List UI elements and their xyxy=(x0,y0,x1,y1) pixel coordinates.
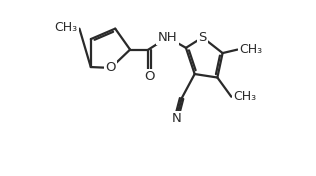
Text: O: O xyxy=(106,61,116,74)
Text: CH₃: CH₃ xyxy=(239,43,262,56)
Text: O: O xyxy=(144,70,155,83)
Text: N: N xyxy=(172,112,181,125)
Text: CH₃: CH₃ xyxy=(233,90,256,103)
Text: S: S xyxy=(198,31,207,44)
Text: CH₃: CH₃ xyxy=(55,21,78,34)
Text: NH: NH xyxy=(158,31,177,44)
